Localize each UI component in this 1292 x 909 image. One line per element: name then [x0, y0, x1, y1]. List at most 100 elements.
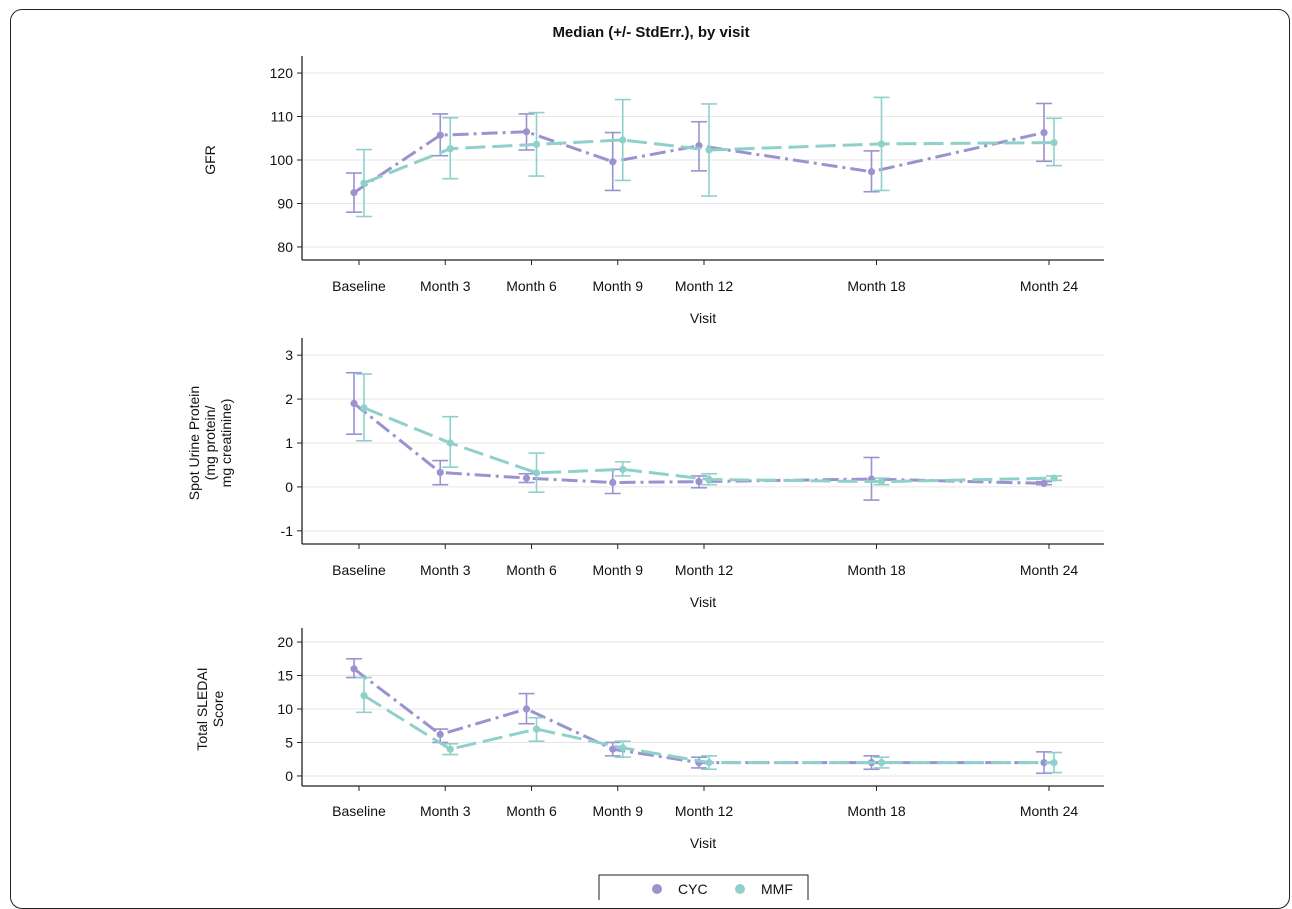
data-point	[522, 128, 531, 136]
data-point	[436, 131, 444, 139]
data-point	[1040, 129, 1048, 137]
data-point	[877, 758, 886, 767]
y-tick-label: 110	[271, 109, 294, 125]
data-point	[522, 474, 531, 482]
y-tick-label: 2	[285, 391, 293, 407]
data-point	[446, 745, 454, 753]
legend-item-mmf: MMF	[735, 881, 793, 897]
data-point	[350, 665, 358, 673]
x-tick-label: Month 24	[1020, 278, 1079, 294]
data-point	[360, 404, 368, 412]
series-line	[363, 694, 1054, 765]
x-tick-label: Month 9	[592, 803, 643, 819]
legend-marker	[652, 884, 662, 894]
x-tick-label: Month 18	[847, 278, 906, 294]
y-tick-label: 0	[285, 768, 293, 784]
y-tick-label: 5	[285, 734, 293, 750]
x-tick-label: Baseline	[332, 278, 386, 294]
data-point	[350, 189, 358, 197]
legend-label: MMF	[761, 881, 793, 897]
chart-title: Median (+/- StdErr.), by visit	[552, 24, 749, 41]
series-line	[363, 406, 1055, 484]
x-tick-label: Month 24	[1020, 803, 1079, 819]
y-tick-label: 20	[277, 634, 293, 650]
legend-label: CYC	[678, 881, 708, 897]
data-point	[532, 725, 541, 733]
x-tick-label: Month 6	[506, 803, 557, 819]
data-point	[619, 136, 627, 144]
data-point	[705, 758, 713, 767]
x-axis-title: Visit	[690, 594, 716, 610]
figure-frame	[10, 9, 1290, 909]
y-axis-title-line: (mg protein/	[202, 406, 218, 481]
data-point	[532, 469, 541, 477]
y-axis-title-line: GFR	[202, 145, 218, 175]
series-mmf	[356, 676, 1062, 774]
y-tick-label: 3	[285, 347, 293, 363]
legend: CYC MMF	[598, 874, 809, 900]
x-axis-title: Visit	[690, 310, 716, 326]
y-tick-label: 0	[285, 479, 293, 495]
data-point	[1040, 479, 1048, 487]
series-mmf	[356, 96, 1062, 218]
y-tick-label: 15	[277, 668, 293, 684]
y-tick-label: 80	[277, 239, 293, 255]
panel-3: 0 5 10 15 20 Baseline Month 3 Month 6 Month 9 Mon…	[194, 628, 1104, 851]
y-tick-label: 1	[285, 435, 293, 451]
series-cyc	[346, 102, 1052, 213]
x-tick-label: Month 9	[592, 562, 643, 578]
series-mmf	[356, 373, 1062, 493]
y-tick-label: 120	[270, 65, 294, 81]
y-axis-title: GFR	[202, 145, 218, 175]
data-point	[350, 399, 358, 408]
x-tick-label: Month 24	[1020, 562, 1079, 578]
data-point	[436, 730, 444, 739]
y-axis-title-line: Total SLEDAI	[194, 667, 210, 750]
x-tick-label: Month 3	[420, 803, 471, 819]
x-tick-label: Month 3	[420, 278, 471, 294]
x-tick-label: Month 18	[847, 562, 906, 578]
data-point	[705, 475, 713, 484]
data-point	[609, 158, 617, 166]
data-point	[1050, 474, 1058, 482]
x-tick-label: Month 12	[675, 803, 734, 819]
panel-2: -1 0 1 2 3 Baseline Month 3 Month 6 Month 9 Month…	[186, 338, 1104, 610]
data-point	[1050, 758, 1058, 767]
data-point	[609, 478, 617, 487]
data-point	[867, 168, 876, 176]
x-tick-label: Month 3	[420, 562, 471, 578]
x-tick-label: Baseline	[332, 562, 386, 578]
y-axis-title-line: Score	[210, 691, 226, 728]
data-point	[695, 478, 703, 486]
series-cyc	[346, 371, 1052, 501]
data-point	[705, 146, 713, 154]
data-point	[360, 179, 368, 187]
y-axis-title-line: mg creatinine)	[218, 399, 234, 488]
x-tick-label: Month 6	[506, 562, 557, 578]
x-axis-title: Visit	[690, 835, 716, 851]
x-tick-label: Month 12	[675, 562, 734, 578]
y-axis-title: Spot Urine Protein(mg protein/mg creatin…	[186, 386, 234, 500]
x-tick-label: Month 6	[506, 278, 557, 294]
data-point	[619, 465, 627, 473]
data-point	[532, 140, 541, 148]
data-point	[877, 478, 886, 486]
y-tick-label: -1	[281, 523, 294, 539]
x-tick-label: Month 9	[592, 278, 643, 294]
data-point	[360, 692, 368, 700]
data-point	[877, 140, 886, 148]
data-point	[446, 145, 454, 153]
y-tick-label: 10	[277, 701, 293, 717]
data-point	[446, 439, 454, 447]
y-tick-label: 90	[277, 195, 293, 211]
legend-marker	[735, 884, 745, 894]
x-tick-label: Month 18	[847, 803, 906, 819]
data-point	[1040, 758, 1048, 767]
data-point	[1050, 139, 1058, 147]
legend-box	[598, 874, 809, 900]
x-tick-label: Month 12	[675, 278, 734, 294]
data-point	[522, 705, 531, 713]
data-point	[436, 468, 444, 477]
panel-1: 80 90 100 110 120 Baseline Month 3 Month 6 Month…	[202, 56, 1104, 326]
